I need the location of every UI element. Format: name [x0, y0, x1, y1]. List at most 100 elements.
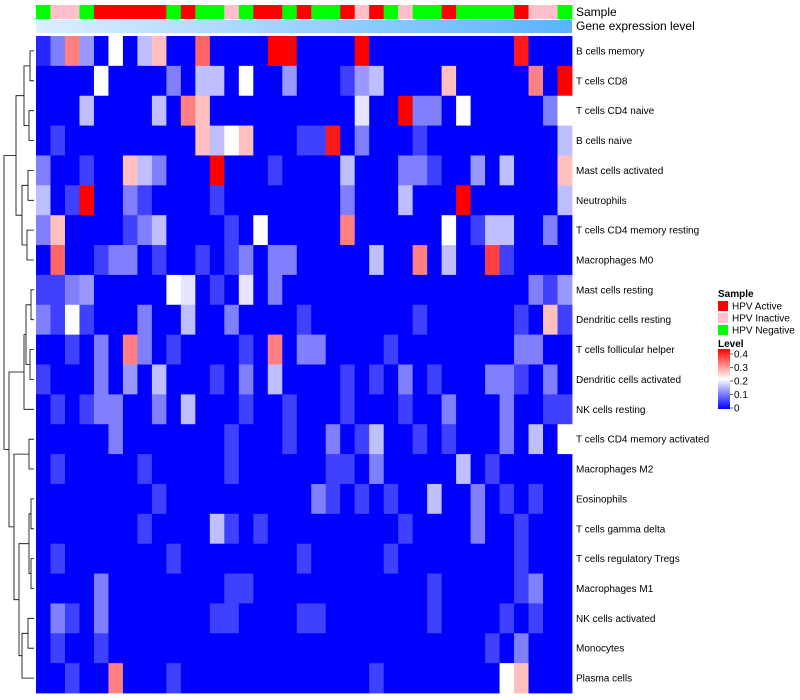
heatmap-cell [528, 95, 544, 126]
heatmap-cell [108, 215, 124, 246]
heatmap-cell [441, 603, 457, 634]
heatmap-cell [369, 483, 385, 515]
heatmap-cell [137, 334, 153, 365]
heatmap-cell [296, 185, 312, 216]
heatmap-cell [253, 155, 269, 186]
heatmap-cell [166, 304, 182, 336]
sample-annotation-cell [224, 5, 240, 19]
legend-swatch-inactive [718, 313, 728, 323]
heatmap-cell [195, 185, 211, 216]
row-label: Plasma cells [576, 674, 632, 685]
legend-swatch-negative [718, 325, 728, 335]
annotation-tracks [36, 5, 573, 33]
heatmap-cell [412, 424, 428, 455]
heatmap-cell [441, 185, 457, 216]
heatmap-cell [64, 185, 80, 216]
heatmap-cell [369, 185, 385, 216]
heatmap-cell [253, 543, 269, 574]
heatmap-cell [514, 334, 529, 365]
sample-annotation-cell [470, 5, 486, 19]
heatmap-cell [209, 125, 225, 156]
heatmap-cell [543, 65, 558, 97]
heatmap-cell [412, 483, 428, 515]
heatmap-cell [79, 543, 95, 574]
heatmap-cell [528, 185, 544, 216]
heatmap-cell [180, 334, 196, 365]
heatmap-cell [195, 364, 211, 395]
heatmap-cell [50, 394, 66, 425]
heatmap-cell [108, 573, 124, 604]
heatmap-cells [36, 36, 573, 694]
heatmap-cell [180, 155, 196, 186]
row-label: Monocytes [576, 644, 624, 655]
heatmap-cell [36, 454, 51, 485]
heatmap-cell [267, 95, 283, 126]
heatmap-cell [267, 245, 283, 276]
heatmap-cell [528, 513, 544, 545]
heatmap-cell [383, 215, 399, 246]
heatmap-cell [398, 304, 414, 336]
heatmap-cell [296, 513, 312, 545]
sample-annotation-cell [543, 5, 558, 19]
heatmap-cell [340, 543, 356, 574]
heatmap-cell [369, 95, 385, 126]
heatmap-cell [369, 603, 385, 634]
heatmap-cell [166, 364, 182, 395]
heatmap-cell [253, 424, 269, 455]
row-label: Neutrophils [576, 196, 627, 207]
heatmap-cell [93, 334, 109, 365]
heatmap-cell [398, 394, 414, 425]
heatmap-cell [456, 125, 471, 156]
heatmap-cell [209, 543, 225, 574]
heatmap-cell [151, 573, 167, 604]
heatmap-cell [557, 274, 573, 306]
heatmap-cell [296, 424, 312, 455]
heatmap-cell [93, 663, 109, 694]
sample-annotation-cell [253, 5, 269, 19]
heatmap-cell [166, 633, 182, 664]
row-label: T cells gamma delta [576, 524, 666, 535]
heatmap-cell [64, 424, 80, 455]
heatmap-cell [50, 364, 66, 395]
heatmap-cell [180, 95, 196, 126]
heatmap-cell [528, 633, 544, 664]
heatmap-cell [311, 513, 327, 545]
heatmap-cell [151, 454, 167, 485]
heatmap-cell [543, 185, 558, 216]
heatmap-cell [137, 274, 153, 306]
heatmap-cell [456, 155, 471, 186]
heatmap-cell [456, 454, 471, 485]
heatmap-cell [282, 245, 298, 276]
heatmap-cell [325, 185, 341, 216]
heatmap-cell [543, 245, 558, 276]
heatmap-cell [543, 633, 558, 664]
heatmap-cell [36, 633, 51, 664]
heatmap-cell [253, 274, 269, 306]
heatmap-cell [311, 185, 327, 216]
heatmap-cell [267, 65, 283, 97]
heatmap-cell [412, 36, 428, 67]
heatmap-cell [456, 633, 471, 664]
heatmap-cell [398, 274, 414, 306]
heatmap-cell [354, 185, 370, 216]
heatmap-cell [238, 543, 254, 574]
heatmap-cell [36, 424, 51, 455]
sample-annotation-cell [209, 5, 225, 19]
level-tick-label: 0.2 [734, 377, 748, 388]
heatmap-cell [209, 454, 225, 485]
heatmap-cell [50, 573, 66, 604]
heatmap-cell [108, 633, 124, 664]
heatmap-cell [195, 245, 211, 276]
heatmap-cell [557, 334, 573, 365]
heatmap-cell [180, 424, 196, 455]
heatmap-cell [137, 513, 153, 545]
heatmap-cell [122, 185, 138, 216]
heatmap-cell [224, 65, 240, 97]
heatmap-cell [267, 394, 283, 425]
heatmap-cell [398, 185, 414, 216]
heatmap-cell [528, 36, 544, 67]
heatmap-cell [64, 36, 80, 67]
heatmap-cell [398, 36, 414, 67]
heatmap-cell [427, 36, 443, 67]
heatmap-cell [238, 513, 254, 545]
